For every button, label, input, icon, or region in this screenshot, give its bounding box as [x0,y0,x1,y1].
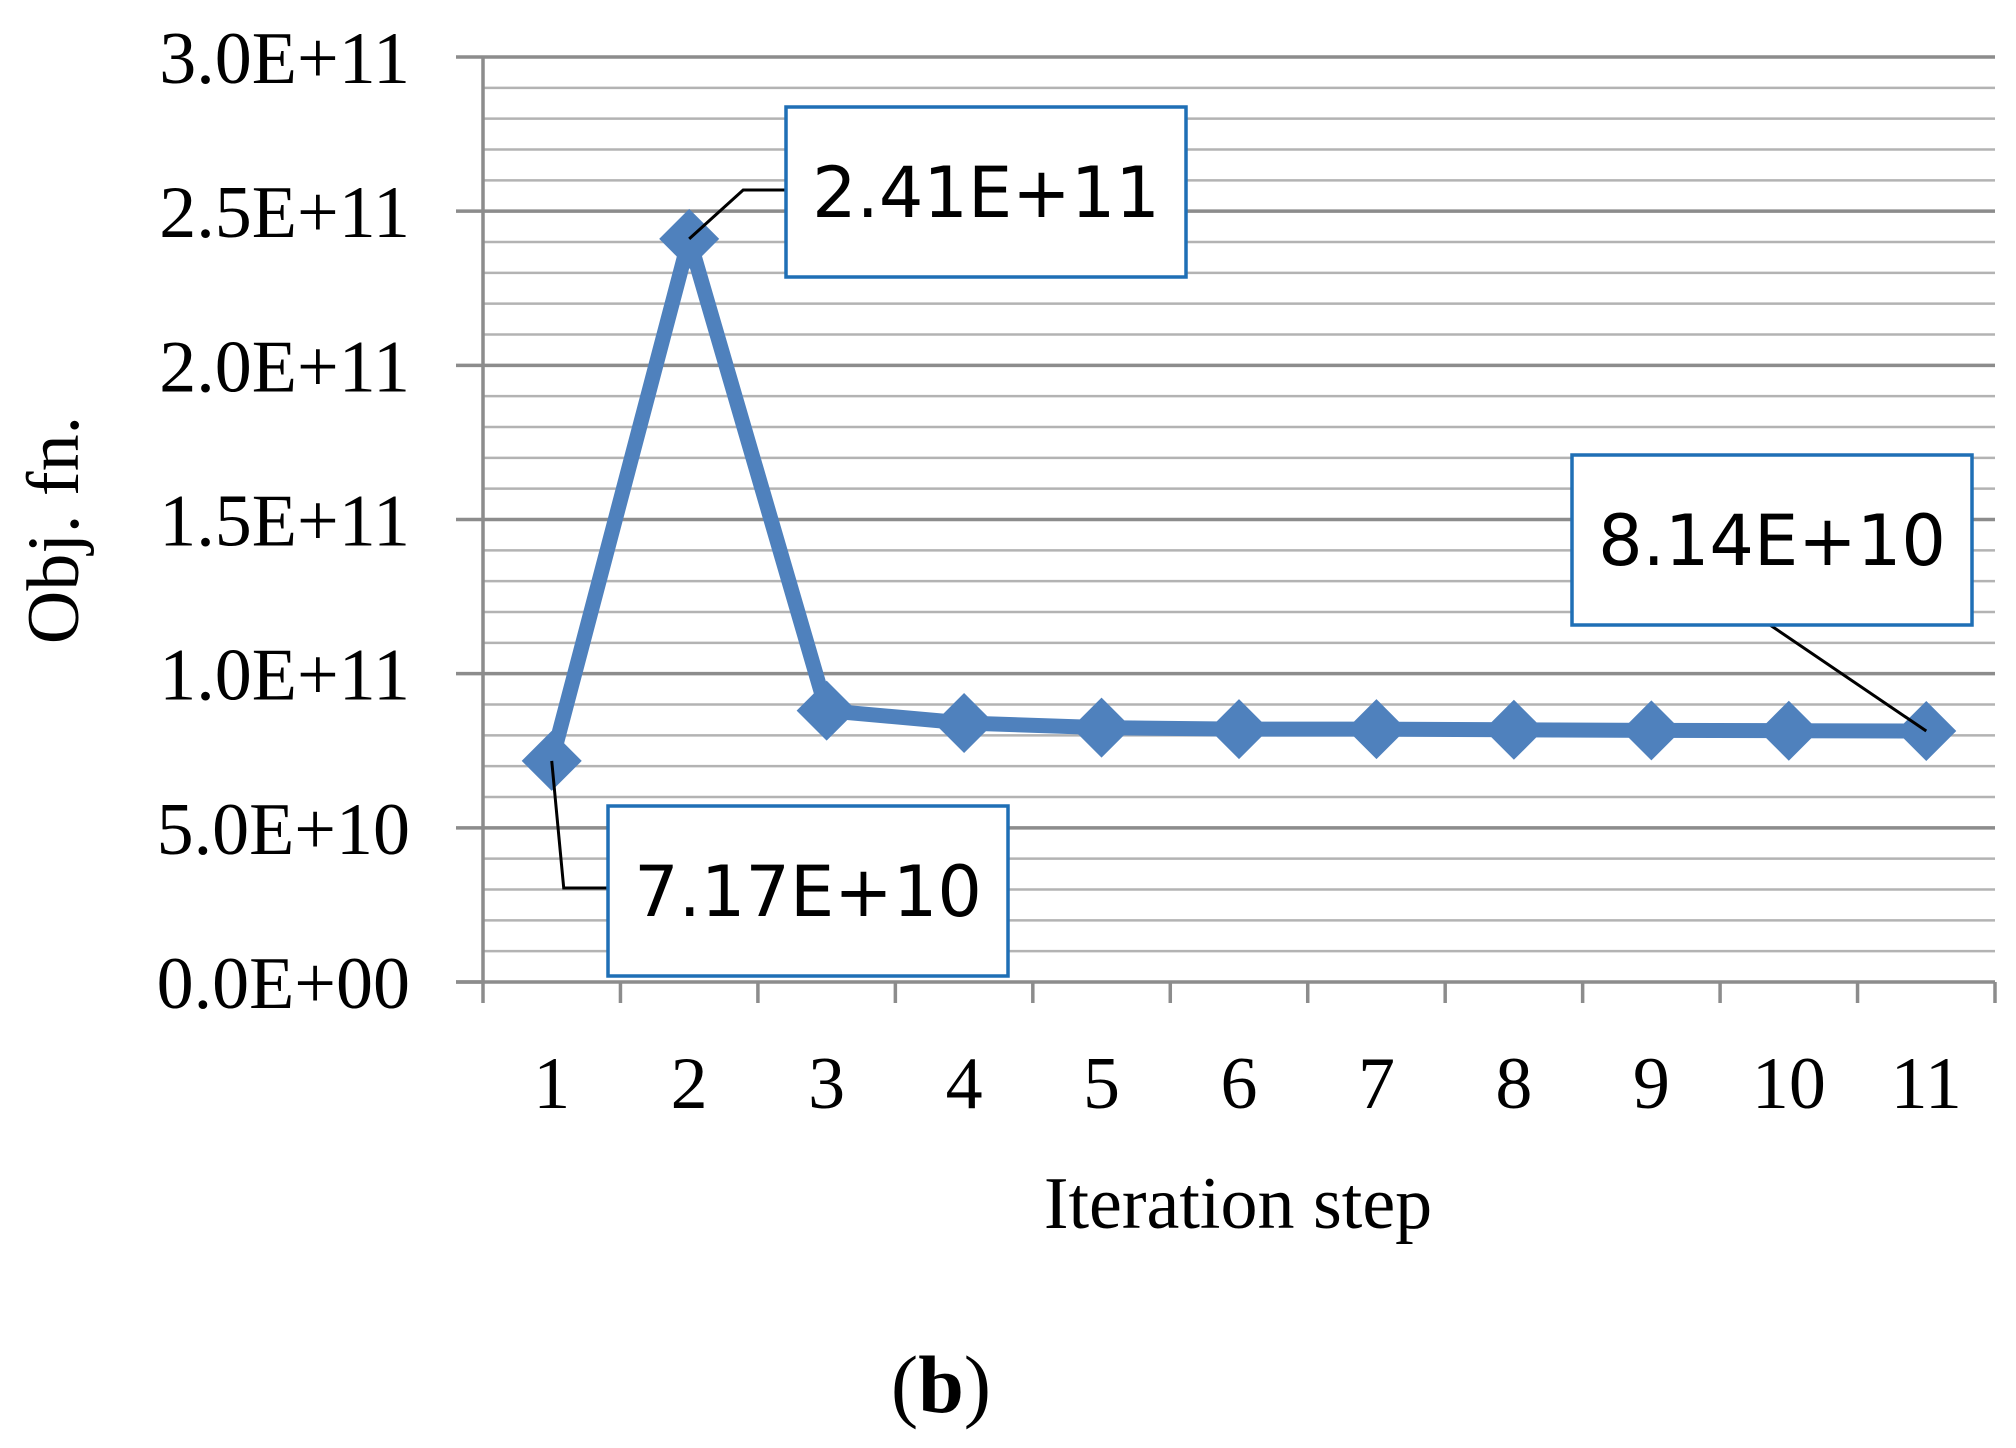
data-point-marker [1483,699,1544,760]
x-tick-label: 9 [1633,1043,1670,1125]
callout-leader-line [1769,623,1928,733]
x-axis-title: Iteration step [1044,1163,1432,1245]
y-tick-label: 0.0E+00 [157,943,410,1025]
axes [456,55,1997,1003]
x-tick-label: 3 [808,1043,845,1125]
y-tick-label: 2.0E+11 [159,326,410,408]
callout-leader-line [550,760,608,890]
x-tick-label: 7 [1358,1043,1395,1125]
y-tick-label: 1.0E+11 [159,635,410,717]
callouts-layer: 7.17E+10 2.41E+11 8.14E+10 [550,105,1974,978]
x-tick-label: 8 [1495,1043,1532,1125]
data-point-marker [1209,699,1269,760]
x-tick-labels: 1 2 3 4 5 6 7 8 9 10 11 [533,1043,1962,1125]
y-axis-title: Obj. fn. [13,416,95,644]
callout-box [1570,453,1974,627]
callout-label: 8.14E+10 [1598,500,1946,582]
x-tick-label: 11 [1891,1043,1962,1125]
x-tick-label: 1 [533,1043,570,1125]
callout-label: 7.17E+10 [634,851,982,933]
x-tick-label: 6 [1221,1043,1258,1125]
data-point-marker [1758,700,1819,761]
data-point-marker [1071,697,1132,758]
caption-open-paren: ( [891,1339,918,1430]
data-point-marker [1621,700,1682,761]
x-tick-label: 10 [1752,1043,1826,1125]
markers-layer [521,208,1957,791]
y-tick-label: 1.5E+11 [159,481,410,563]
data-point-marker [934,693,995,753]
data-point-marker [1346,699,1407,760]
callout-label: 2.41E+11 [812,152,1160,234]
x-tick-label: 2 [671,1043,708,1125]
x-tick-label: 4 [946,1043,983,1125]
callout-box [606,804,1010,978]
y-tick-labels: 0.0E+00 5.0E+10 1.0E+11 1.5E+11 2.0E+11 2.5E+… [157,18,410,1025]
y-tick-label: 3.0E+11 [159,18,410,100]
callout-leader-line [688,188,786,241]
caption-letter: b [918,1339,964,1430]
x-tick-label: 5 [1083,1043,1120,1125]
y-tick-label: 5.0E+10 [157,789,410,871]
figure-caption: (b) [891,1339,991,1430]
data-point-marker [796,680,857,741]
caption-close-paren: ) [964,1339,991,1430]
y-tick-label: 2.5E+11 [159,172,410,254]
callout-box [784,105,1188,279]
